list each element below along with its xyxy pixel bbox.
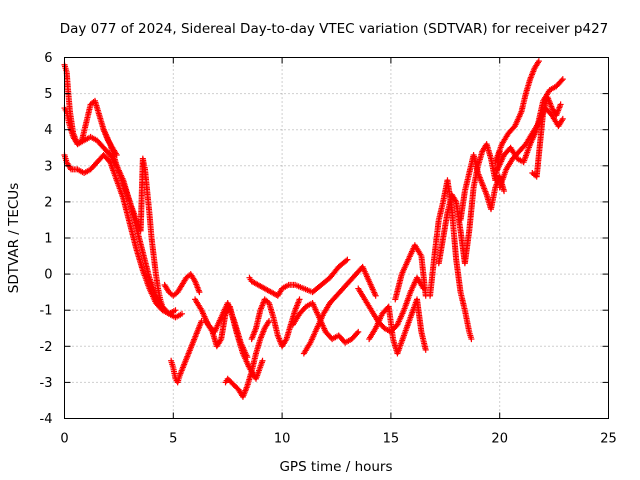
series-track-o [366, 296, 429, 357]
track-marker [343, 257, 350, 264]
series-track-l [289, 299, 362, 346]
y-tick-label: -3 [40, 376, 53, 391]
data-point [468, 336, 475, 343]
y-tick-label: 6 [44, 51, 52, 66]
y-tick-label: -2 [40, 340, 53, 355]
data-point [422, 346, 429, 353]
y-axis-label: SDTVAR / TECUs [6, 183, 22, 293]
x-tick-label: 25 [600, 432, 617, 447]
data-point [161, 307, 168, 314]
data-point [372, 292, 379, 299]
series-track-r [435, 141, 503, 267]
x-tick-label: 15 [383, 432, 400, 447]
series-track-p [392, 242, 429, 303]
data-point [344, 256, 351, 263]
x-tick-label: 10 [274, 432, 291, 447]
series-track-b [61, 151, 179, 317]
series-track-e [161, 271, 203, 299]
series-track-s [457, 151, 508, 223]
series-track-t [492, 58, 542, 166]
series-track-d [100, 126, 168, 314]
chart-title: Day 077 of 2024, Sidereal Day-to-day VTE… [60, 21, 609, 37]
x-tick-label: 20 [491, 432, 508, 447]
series-track-j [248, 296, 303, 350]
track-marker [354, 330, 361, 337]
track-marker [558, 77, 565, 84]
x-axis-label: GPS time / hours [279, 459, 392, 475]
series-track-w [529, 94, 564, 180]
x-tick-label: 0 [60, 432, 68, 447]
y-tick-label: 2 [44, 195, 52, 210]
data-point [559, 76, 566, 83]
data-point [501, 188, 508, 195]
y-tick-label: -1 [40, 304, 53, 319]
y-tick-labels: -4 -3 -2 -1 0 1 2 3 4 5 6 [40, 51, 53, 427]
data-point [259, 357, 266, 364]
y-tick-label: -4 [40, 412, 53, 427]
series-track-h [202, 303, 266, 382]
tick-layer [64, 57, 609, 419]
series-track-i [222, 318, 273, 400]
data-point [296, 296, 303, 303]
data-point [535, 58, 542, 65]
y-tick-label: 4 [44, 123, 52, 138]
data-point [355, 328, 362, 335]
series-track-v [494, 76, 566, 173]
data-point [557, 101, 564, 108]
marker-layer [61, 58, 566, 400]
grid-layer [64, 57, 609, 419]
y-tick-label: 3 [44, 159, 52, 174]
data-point [172, 307, 179, 314]
series-track-q [427, 177, 475, 343]
data-point [179, 310, 186, 317]
data-point [266, 318, 273, 325]
data-point [196, 289, 203, 296]
y-tick-label: 1 [44, 232, 52, 247]
series-track-m [300, 263, 379, 357]
data-point [559, 115, 566, 122]
x-tick-label: 5 [169, 432, 177, 447]
series-track-f [168, 318, 205, 386]
y-tick-label: 0 [44, 268, 52, 283]
series-track-k [246, 256, 351, 299]
y-tick-label: 5 [44, 87, 52, 102]
x-tick-labels: 0 5 10 15 20 25 [60, 432, 616, 447]
